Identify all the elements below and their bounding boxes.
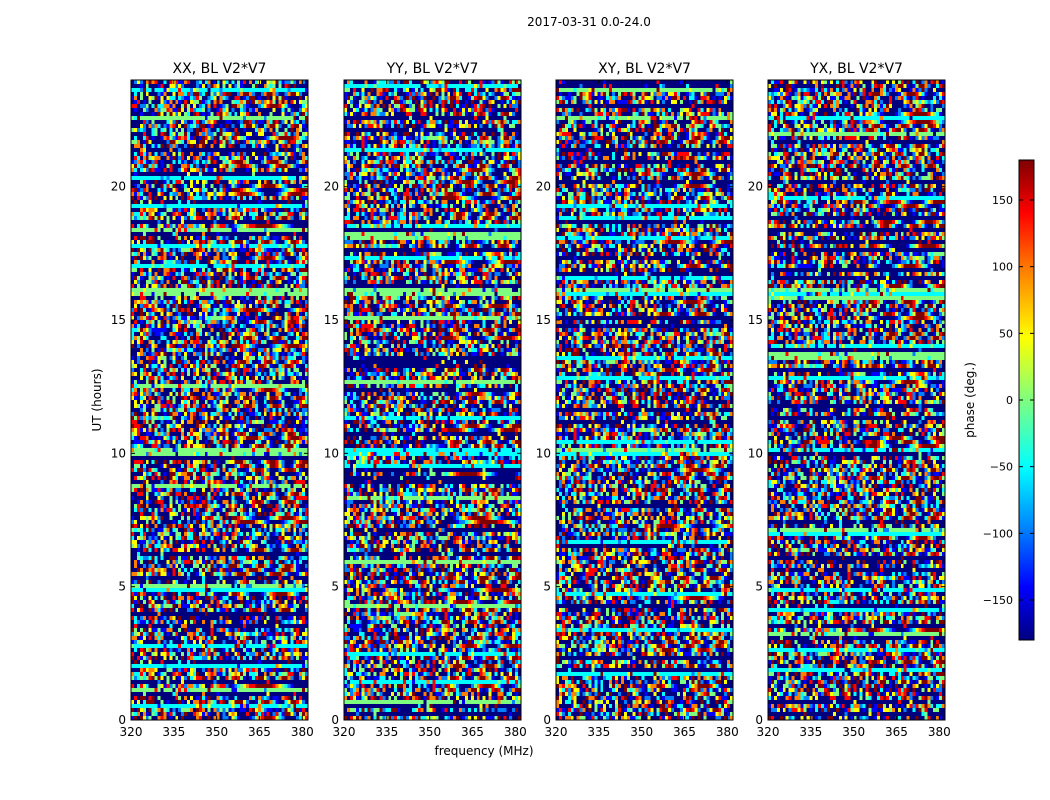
x-tick-label: 335 <box>587 725 610 739</box>
y-tick-label: 10 <box>748 446 763 460</box>
heatmap-image <box>556 80 733 720</box>
x-tick-label: 380 <box>504 725 527 739</box>
panel-title: XY, BL V2*V7 <box>598 61 691 77</box>
y-tick-label: 20 <box>111 180 126 194</box>
y-tick-label: 20 <box>536 180 551 194</box>
panel-title: XX, BL V2*V7 <box>173 61 267 77</box>
y-tick-label: 15 <box>324 313 339 327</box>
x-tick-label: 320 <box>120 725 143 739</box>
heatmap-image <box>768 80 945 720</box>
colorbar-tick-label: 50 <box>999 327 1013 340</box>
x-axis-label: frequency (MHz) <box>434 744 533 758</box>
colorbar-tick-label: 0 <box>1006 394 1013 407</box>
y-tick-label: 5 <box>755 580 763 594</box>
x-tick-label: 365 <box>885 725 908 739</box>
plot-frame <box>130 79 309 721</box>
colorbar-tick-label: −100 <box>983 527 1013 540</box>
colorbar-tick-label: −50 <box>990 461 1013 474</box>
colorbar-label: phase (deg.) <box>963 362 977 438</box>
x-tick-label: 380 <box>291 725 314 739</box>
x-tick-label: 365 <box>673 725 696 739</box>
x-tick-label: 380 <box>928 725 951 739</box>
plot-frame <box>767 79 946 721</box>
y-axis-label: UT (hours) <box>90 368 104 431</box>
y-tick-label: 20 <box>748 180 763 194</box>
y-tick-label: 10 <box>111 446 126 460</box>
figure-suptitle: 2017-03-31 0.0-24.0 <box>527 15 651 29</box>
x-tick-label: 350 <box>205 725 228 739</box>
x-tick-label: 320 <box>333 725 356 739</box>
plot-frame <box>343 79 522 721</box>
y-tick-label: 0 <box>118 713 126 727</box>
y-tick-label: 0 <box>755 713 763 727</box>
y-tick-label: 20 <box>324 180 339 194</box>
panel-xy: XY, BL V2*V7 320 335 350 365 380 0 5 10 15 20 <box>536 61 739 739</box>
y-tick-label: 15 <box>536 313 551 327</box>
heatmap-image <box>131 80 308 720</box>
x-tick-label: 365 <box>248 725 271 739</box>
x-tick-label: 320 <box>545 725 568 739</box>
x-tick-label: 350 <box>842 725 865 739</box>
panel-yx: YX, BL V2*V7 320 335 350 365 380 0 5 10 15 20 <box>748 61 951 739</box>
panel-yy: YY, BL V2*V7 320 335 350 365 380 0 5 10 15 20 <box>324 61 527 739</box>
plot-frame <box>555 79 734 721</box>
x-tick-label: 320 <box>757 725 780 739</box>
colorbar: 150 100 50 0 −50 −100 −150 phase (deg.) <box>963 159 1035 641</box>
colorbar-tick-label: 100 <box>992 261 1013 274</box>
y-tick-label: 0 <box>331 713 339 727</box>
x-tick-label: 335 <box>799 725 822 739</box>
colorbar-ticks: 150 100 50 0 −50 −100 −150 <box>983 194 1034 607</box>
panel-title: YY, BL V2*V7 <box>386 61 479 77</box>
x-tick-label: 350 <box>418 725 441 739</box>
x-tick-label: 350 <box>630 725 653 739</box>
y-tick-label: 0 <box>543 713 551 727</box>
heatmap-image <box>344 80 521 720</box>
colorbar-tick-label: −150 <box>983 594 1013 607</box>
y-tick-label: 15 <box>111 313 126 327</box>
colorbar-tick-label: 150 <box>992 194 1013 207</box>
y-tick-label: 5 <box>543 580 551 594</box>
panel-title: YX, BL V2*V7 <box>809 61 903 77</box>
panel-xx: XX, BL V2*V7 320 335 350 365 380 0 5 10 15 20 <box>111 61 314 739</box>
x-tick-label: 365 <box>461 725 484 739</box>
x-tick-label: 335 <box>375 725 398 739</box>
y-tick-label: 10 <box>536 446 551 460</box>
x-tick-label: 335 <box>162 725 185 739</box>
y-tick-label: 10 <box>324 446 339 460</box>
y-tick-label: 5 <box>118 580 126 594</box>
x-tick-label: 380 <box>716 725 739 739</box>
y-tick-label: 5 <box>331 580 339 594</box>
y-tick-label: 15 <box>748 313 763 327</box>
